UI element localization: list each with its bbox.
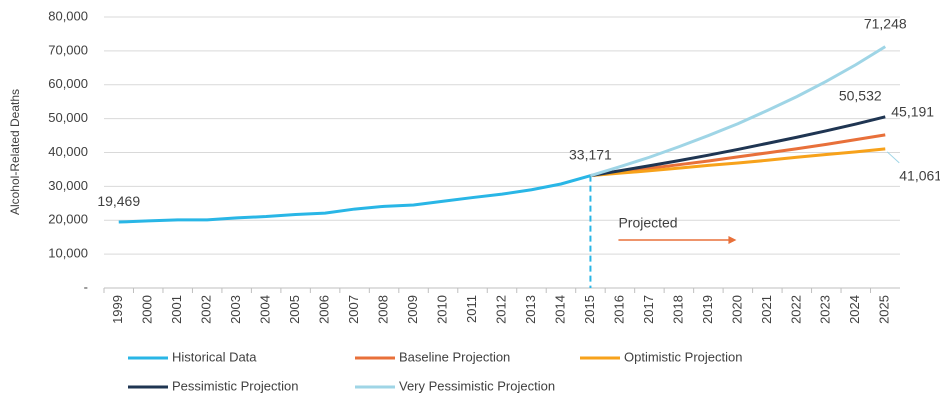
x-tick-label: 2024 <box>847 295 862 324</box>
x-tick-label: 2014 <box>552 295 567 324</box>
y-tick-label: 70,000 <box>48 42 88 57</box>
series-line <box>590 45 887 178</box>
x-tick-label: 2015 <box>582 295 597 324</box>
y-tick-label: 50,000 <box>48 110 88 125</box>
x-tick-label: 2009 <box>405 295 420 324</box>
y-axis-label: Alcohol-Related Deaths <box>8 89 22 215</box>
annotation-arrowhead <box>728 236 737 244</box>
series-line <box>590 115 886 178</box>
x-tick-label: 2004 <box>258 295 273 324</box>
x-tick-label: 2021 <box>759 295 774 324</box>
x-tick-label: 2020 <box>729 295 744 324</box>
x-tick-label: 2003 <box>228 295 243 324</box>
legend-label: Pessimistic Projection <box>172 378 298 393</box>
x-tick-label: 2007 <box>346 295 361 324</box>
x-tick-label: 2000 <box>140 295 155 324</box>
x-tick-label: 2022 <box>788 295 803 324</box>
data-label: 41,061 <box>899 168 940 184</box>
annotation: Projected <box>618 215 677 231</box>
label-leader <box>886 151 900 164</box>
x-tick-label: 2023 <box>818 295 833 324</box>
data-label: 45,191 <box>891 104 934 120</box>
legend-label: Baseline Projection <box>399 349 510 364</box>
x-tick-label: 2018 <box>670 295 685 324</box>
x-tick-label: 2008 <box>376 295 391 324</box>
data-label: 71,248 <box>864 15 907 31</box>
x-tick-label: 2025 <box>877 295 892 324</box>
legend-label: Historical Data <box>172 349 257 364</box>
x-tick-label: 2017 <box>641 295 656 324</box>
data-label: 33,171 <box>569 146 612 162</box>
series-line <box>590 147 886 178</box>
x-tick-label: 2001 <box>169 295 184 324</box>
y-tick-label: 30,000 <box>48 178 88 193</box>
series-line <box>590 133 886 178</box>
x-tick-label: 2019 <box>700 295 715 324</box>
y-tick-label: 40,000 <box>48 144 88 159</box>
data-label: 50,532 <box>839 88 882 104</box>
legend-label: Optimistic Projection <box>624 349 742 364</box>
y-tick-label: 10,000 <box>48 246 88 261</box>
x-tick-label: 2005 <box>287 295 302 324</box>
x-tick-label: 2013 <box>523 295 538 324</box>
y-tick-label: 80,000 <box>48 8 88 23</box>
legend-label: Very Pessimistic Projection <box>399 378 555 393</box>
y-tick-label: 60,000 <box>48 76 88 91</box>
x-tick-label: 2006 <box>317 295 332 324</box>
x-tick-label: 2012 <box>493 295 508 324</box>
y-tick-label: - <box>84 279 88 294</box>
x-tick-label: 2002 <box>199 295 214 324</box>
data-label: 19,469 <box>97 193 140 209</box>
y-tick-label: 20,000 <box>48 212 88 227</box>
x-tick-label: 2010 <box>434 295 449 324</box>
series-line <box>118 174 591 224</box>
x-tick-label: 2011 <box>464 295 479 323</box>
x-tick-label: 2016 <box>611 295 626 324</box>
x-tick-label: 1999 <box>110 295 125 324</box>
